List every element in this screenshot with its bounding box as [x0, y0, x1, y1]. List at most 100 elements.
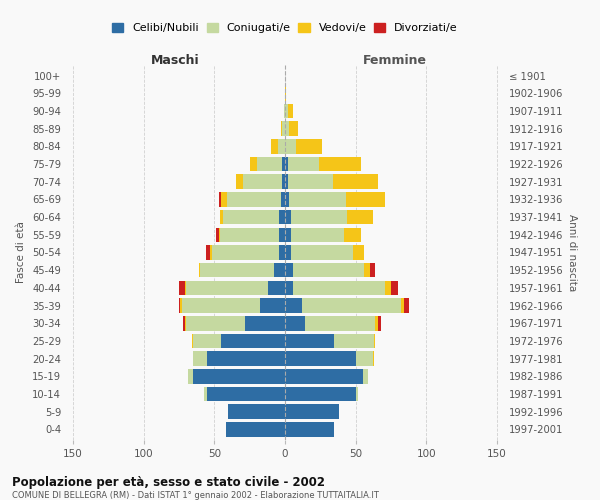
Bar [305, 316, 376, 330]
Bar [207, 387, 285, 402]
Bar [285, 104, 288, 118]
Bar [282, 122, 285, 136]
Bar [346, 192, 385, 206]
Bar [221, 192, 227, 206]
Bar [356, 387, 358, 402]
Bar [290, 228, 344, 242]
Bar [226, 422, 285, 436]
Bar [181, 298, 182, 313]
Bar [296, 139, 322, 154]
Bar [188, 369, 193, 384]
Bar [207, 352, 285, 366]
Bar [285, 86, 286, 101]
Bar [186, 316, 245, 330]
Bar [370, 263, 376, 278]
Bar [319, 157, 361, 172]
Bar [285, 263, 293, 278]
Bar [285, 334, 334, 348]
Text: Femmine: Femmine [362, 54, 427, 67]
Bar [401, 298, 404, 313]
Bar [278, 139, 285, 154]
Bar [280, 210, 285, 224]
Bar [289, 192, 346, 206]
Bar [223, 210, 280, 224]
Bar [285, 228, 290, 242]
Bar [285, 352, 356, 366]
Bar [288, 157, 319, 172]
Bar [200, 263, 274, 278]
Bar [288, 104, 293, 118]
Bar [285, 174, 288, 189]
Bar [260, 298, 285, 313]
Bar [179, 280, 185, 295]
Y-axis label: Fasce di età: Fasce di età [16, 222, 26, 284]
Bar [282, 157, 285, 172]
Bar [185, 316, 186, 330]
Bar [284, 104, 285, 118]
Text: COMUNE DI BELLEGRA (RM) - Dati ISTAT 1° gennaio 2002 - Elaborazione TUTTAITALIA.: COMUNE DI BELLEGRA (RM) - Dati ISTAT 1° … [12, 491, 379, 500]
Bar [281, 122, 282, 136]
Bar [271, 139, 278, 154]
Bar [374, 334, 376, 348]
Bar [378, 316, 381, 330]
Bar [363, 369, 368, 384]
Bar [364, 263, 370, 278]
Bar [385, 280, 391, 295]
Bar [183, 316, 185, 330]
Y-axis label: Anni di nascita: Anni di nascita [568, 214, 577, 291]
Bar [199, 263, 200, 278]
Bar [242, 174, 282, 189]
Bar [212, 245, 280, 260]
Bar [285, 192, 289, 206]
Bar [281, 192, 285, 206]
Bar [285, 422, 334, 436]
Bar [229, 404, 285, 419]
Text: Popolazione per età, sesso e stato civile - 2002: Popolazione per età, sesso e stato civil… [12, 476, 325, 489]
Bar [280, 228, 285, 242]
Bar [285, 387, 356, 402]
Bar [182, 298, 260, 313]
Bar [220, 210, 223, 224]
Bar [285, 298, 302, 313]
Bar [293, 263, 364, 278]
Bar [250, 157, 257, 172]
Bar [293, 280, 385, 295]
Bar [218, 192, 221, 206]
Bar [290, 210, 347, 224]
Bar [179, 298, 181, 313]
Bar [216, 228, 218, 242]
Bar [274, 263, 285, 278]
Bar [193, 352, 207, 366]
Bar [376, 316, 378, 330]
Bar [404, 298, 409, 313]
Bar [285, 316, 305, 330]
Bar [268, 280, 285, 295]
Bar [288, 174, 333, 189]
Legend: Celibi/Nubili, Coniugati/e, Vedovi/e, Divorziati/e: Celibi/Nubili, Coniugati/e, Vedovi/e, Di… [108, 18, 462, 38]
Bar [344, 228, 361, 242]
Bar [285, 245, 290, 260]
Bar [302, 298, 401, 313]
Bar [356, 352, 373, 366]
Bar [193, 369, 285, 384]
Bar [353, 245, 364, 260]
Text: Maschi: Maschi [151, 54, 200, 67]
Bar [282, 174, 285, 189]
Bar [373, 352, 374, 366]
Bar [186, 280, 268, 295]
Bar [257, 157, 282, 172]
Bar [221, 334, 285, 348]
Bar [285, 280, 293, 295]
Bar [193, 334, 221, 348]
Bar [280, 245, 285, 260]
Bar [285, 122, 289, 136]
Bar [192, 334, 193, 348]
Bar [210, 245, 212, 260]
Bar [285, 157, 288, 172]
Bar [185, 280, 186, 295]
Bar [220, 228, 280, 242]
Bar [218, 228, 220, 242]
Bar [285, 139, 296, 154]
Bar [334, 334, 374, 348]
Bar [290, 245, 353, 260]
